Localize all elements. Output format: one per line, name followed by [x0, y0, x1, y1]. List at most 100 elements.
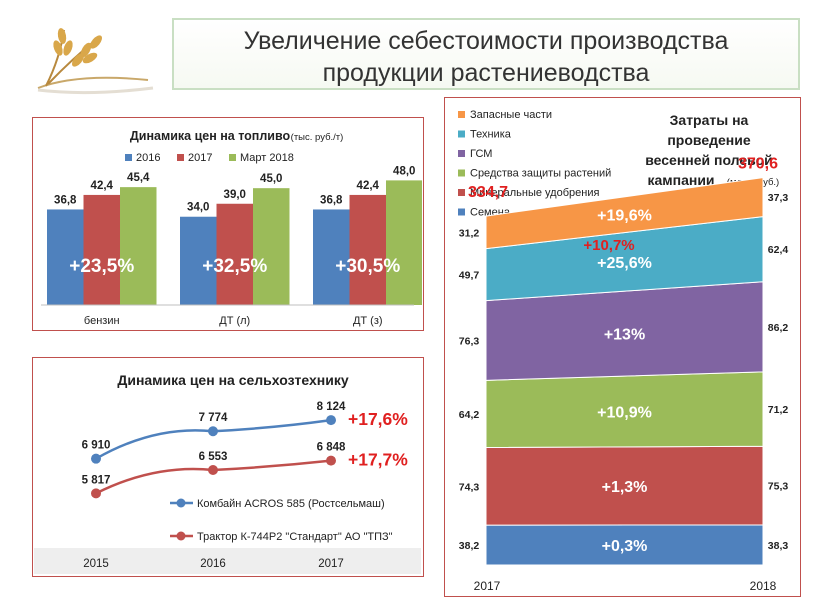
- machinery-legend-label-0: Комбайн ACROS 585 (Ростсельмаш): [197, 498, 385, 510]
- fuel-bar-label-2-2: 48,0: [393, 165, 415, 177]
- cost-legend-label-4: Техника: [470, 129, 512, 141]
- fuel-bar-label-1-2: 45,0: [260, 173, 282, 185]
- fuel-chart-unit: (тыс. руб./т): [291, 132, 344, 143]
- fuel-bar-label-0-2: 45,4: [127, 172, 150, 184]
- machinery-price-chart: Динамика цен на сельхозтехнику 6 910 7 77…: [34, 372, 421, 574]
- machinery-point-1-0: [91, 488, 101, 499]
- cost-title-line-4: кампании: [647, 172, 714, 188]
- machinery-x-label-2: 2017: [318, 558, 344, 570]
- machinery-legend-marker-1: [176, 531, 186, 541]
- cost-legend-swatch-2: [458, 169, 465, 177]
- fuel-bar-label-1-1: 39,0: [224, 189, 246, 201]
- cost-right-label-4: 62,4: [768, 244, 789, 256]
- fuel-bar-label-0-1: 42,4: [91, 180, 114, 192]
- fuel-chart-title: Динамика цен на топливо: [130, 129, 291, 143]
- fuel-bar-label-1-0: 34,0: [187, 202, 209, 214]
- cost-title-line-2: проведение: [667, 132, 751, 148]
- fuel-category-label-2: ДТ (з): [353, 315, 383, 327]
- machinery-point-label-0-1: 7 774: [199, 412, 228, 424]
- fuel-bar-label-2-1: 42,4: [357, 180, 380, 192]
- fuel-bar-0-2: [120, 187, 157, 305]
- fuel-growth-annotation-0: +23,5%: [69, 256, 134, 277]
- cost-band-change-4: +25,6%: [597, 255, 652, 272]
- machinery-x-axis-band: [34, 548, 421, 574]
- fuel-bar-label-2-0: 36,8: [320, 194, 343, 206]
- machinery-point-0-1: [208, 426, 218, 437]
- cost-x-label-0: 2017: [474, 579, 501, 593]
- cost-band-change-2: +10,9%: [597, 404, 652, 421]
- cost-chart-title: Затраты на проведение весенней полевой к…: [645, 112, 773, 188]
- machinery-point-label-1-2: 6 848: [317, 442, 346, 454]
- cost-right-label-0: 38,3: [768, 540, 789, 552]
- machinery-x-label-0: 2015: [83, 558, 109, 570]
- title-line-1: Увеличение себестоимости производства: [243, 27, 729, 55]
- cost-total-2018: 370,6: [738, 156, 778, 173]
- cost-band-5: [485, 177, 764, 250]
- cost-legend-swatch-4: [458, 130, 465, 138]
- fuel-bar-2-0: [313, 209, 350, 305]
- fuel-bar-0-1: [83, 194, 120, 305]
- cost-band-change-3: +13%: [604, 327, 645, 344]
- fuel-bar-1-1: [216, 203, 253, 305]
- machinery-change-0: +17,6%: [348, 409, 408, 429]
- fuel-legend-label-0: 2016: [136, 152, 160, 164]
- cost-left-label-1: 74,3: [459, 481, 480, 493]
- fuel-legend-swatch-0: [125, 154, 132, 161]
- machinery-price-panel: Динамика цен на сельхозтехнику 6 910 7 77…: [32, 357, 424, 577]
- machinery-point-1-2: [326, 455, 336, 466]
- machinery-x-label-1: 2016: [200, 558, 226, 570]
- page-title: Увеличение себестоимости производства пр…: [172, 18, 800, 90]
- cost-area: +0,3% 38,2 38,3 +1,3% 74,3 75,3 +10,9% 64,2 71,2…: [459, 156, 789, 593]
- fuel-bars: 36,8 42,4 45,4 +23,5% бензин 34,0 39,0 45,0 +32,…: [47, 165, 423, 327]
- cost-total-change: +10,7%: [583, 237, 634, 254]
- cost-legend-swatch-3: [458, 150, 465, 157]
- campaign-costs-panel: Запасные части Техника ГСМ Средства защиты …: [444, 97, 801, 597]
- cost-legend-label-1: Минеральные удобрения: [470, 187, 599, 199]
- fuel-price-panel: Динамика цен на топливо (тыс. руб./т) 20…: [32, 117, 424, 331]
- cost-left-label-4: 49,7: [459, 270, 480, 282]
- cost-legend-label-2: Средства защиты растений: [470, 168, 611, 180]
- cost-title-line-1: Затраты на: [670, 112, 749, 128]
- title-line-2: продукции растениеводства: [322, 59, 650, 87]
- cost-x-label-1: 2018: [750, 579, 777, 593]
- fuel-category-label-0: бензин: [84, 315, 120, 327]
- wheat-ears-icon: [37, 28, 154, 95]
- machinery-point-1-1: [208, 465, 218, 476]
- fuel-legend-label-2: Март 2018: [240, 152, 294, 164]
- machinery-point-label-1-0: 5 817: [82, 474, 111, 486]
- cost-total-2017: 334,7: [468, 184, 508, 201]
- fuel-growth-annotation-2: +30,5%: [335, 256, 400, 277]
- machinery-point-label-0-0: 6 910: [82, 440, 111, 452]
- fuel-bar-1-2: [253, 188, 290, 305]
- cost-title-line-3: весенней полевой: [645, 152, 773, 168]
- fuel-bar-label-0-0: 36,8: [54, 194, 77, 206]
- fuel-legend: 2016 2017 Март 2018: [125, 152, 294, 164]
- fuel-bar-1-0: [180, 216, 217, 305]
- machinery-legend-label-1: Трактор К-744Р2 "Стандарт" АО "ТПЗ": [197, 531, 393, 543]
- fuel-category-label-1: ДТ (л): [219, 315, 250, 327]
- cost-legend-label-3: ГСМ: [470, 148, 492, 160]
- cost-left-label-0: 38,2: [459, 540, 480, 552]
- cost-right-label-2: 71,2: [768, 404, 789, 416]
- cost-legend-label-5: Запасные части: [470, 109, 552, 121]
- fuel-bar-0-0: [47, 209, 84, 305]
- machinery-point-0-0: [91, 453, 101, 464]
- cost-right-label-3: 86,2: [768, 322, 789, 334]
- cost-legend-swatch-0: [458, 208, 465, 216]
- fuel-legend-label-1: 2017: [188, 152, 212, 164]
- cost-right-label-5: 37,3: [768, 192, 789, 204]
- fuel-growth-annotation-1: +32,5%: [202, 256, 267, 277]
- machinery-point-0-2: [326, 415, 336, 426]
- cost-right-label-1: 75,3: [768, 481, 789, 493]
- machinery-change-1: +17,7%: [348, 450, 408, 470]
- machinery-point-label-1-1: 6 553: [199, 451, 228, 463]
- fuel-legend-swatch-2: [229, 154, 236, 161]
- wheat-logo: [18, 18, 158, 98]
- cost-left-label-5: 31,2: [459, 227, 480, 239]
- machinery-point-label-0-2: 8 124: [317, 401, 346, 413]
- machinery-lines: 6 910 7 774 8 124+17,6% Комбайн ACROS 585 (…: [82, 401, 409, 570]
- fuel-price-chart: Динамика цен на топливо (тыс. руб./т) 20…: [41, 129, 423, 327]
- cost-band-change-5: +19,6%: [597, 208, 652, 225]
- cost-legend-swatch-5: [458, 111, 465, 118]
- cost-left-label-3: 76,3: [459, 335, 480, 347]
